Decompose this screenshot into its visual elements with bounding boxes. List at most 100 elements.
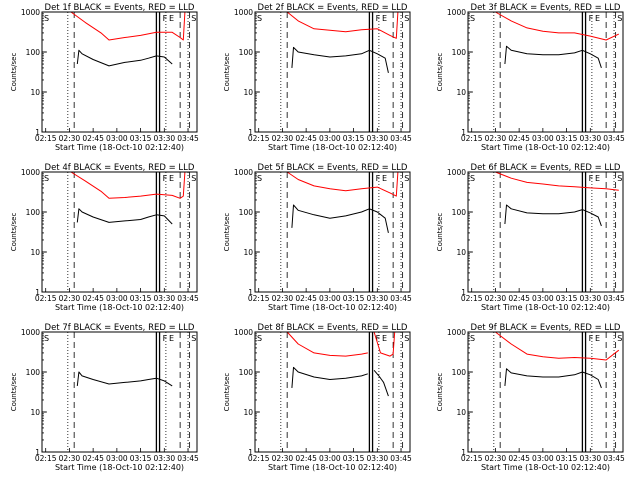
y-tick-label: 10 — [456, 408, 466, 417]
corner-label-1: S — [257, 14, 262, 23]
y-tick-label: 100 — [239, 368, 254, 377]
x-tick-label: 02:45 — [295, 454, 317, 463]
chart-title: Det 7f BLACK = Events, RED = LLD — [45, 323, 195, 333]
x-tick-label: 02:45 — [82, 134, 104, 143]
x-tick-label: 03:45 — [603, 454, 625, 463]
x-tick-label: 03:45 — [390, 454, 412, 463]
corner-label-1: S — [257, 334, 262, 343]
series-line-events-1 — [76, 371, 173, 387]
corner-label-4: S — [617, 334, 622, 343]
x-tick-label: 03:30 — [580, 134, 602, 143]
series-line-lld-1 — [286, 11, 399, 39]
y-tick-label: 10 — [30, 248, 40, 257]
chart-title: Det 8f BLACK = Events, RED = LLD — [258, 323, 408, 333]
x-tick-label: 02:15 — [248, 454, 270, 463]
corner-label-3: E — [595, 334, 600, 343]
x-tick-label: 02:45 — [82, 294, 104, 303]
x-tick-label: 03:15 — [343, 134, 365, 143]
y-tick-label: 1000 — [234, 168, 253, 177]
chart-title: Det 5f BLACK = Events, RED = LLD — [258, 163, 408, 173]
y-tick-label: 100 — [26, 208, 41, 217]
x-axis-label: Start Time (18-Oct-10 02:12:40) — [268, 463, 397, 472]
x-axis-label: Start Time (18-Oct-10 02:12:40) — [268, 143, 397, 152]
series-line-events-2 — [373, 369, 389, 397]
x-axis-label: Start Time (18-Oct-10 02:12:40) — [55, 463, 184, 472]
x-tick-label: 03:00 — [106, 294, 128, 303]
plot-frame — [467, 171, 624, 293]
y-tick-label: 100 — [26, 368, 41, 377]
x-tick-label: 03:00 — [106, 454, 128, 463]
x-tick-label: 03:00 — [319, 294, 341, 303]
x-tick-label: 02:30 — [59, 454, 81, 463]
corner-label-4: S — [404, 14, 409, 23]
x-tick-label: 03:30 — [580, 294, 602, 303]
x-tick-label: 02:45 — [82, 454, 104, 463]
x-tick-label: 02:30 — [272, 454, 294, 463]
y-tick-label: 1000 — [21, 168, 40, 177]
x-tick-label: 02:15 — [461, 134, 483, 143]
corner-label-3: E — [169, 14, 174, 23]
series-line-events-1 — [291, 204, 389, 234]
corner-label-1: S — [44, 174, 49, 183]
corner-label-2: F — [376, 14, 381, 23]
corner-label-1: S — [470, 334, 475, 343]
x-tick-label: 03:00 — [532, 454, 554, 463]
y-tick-label: 1000 — [234, 8, 253, 17]
y-tick-label: 100 — [452, 48, 467, 57]
y-tick-label: 1 — [248, 288, 253, 297]
x-tick-label: 02:45 — [508, 134, 530, 143]
x-tick-label: 02:30 — [59, 134, 81, 143]
series-line-lld-2 — [373, 331, 396, 357]
plot-frame — [254, 11, 411, 133]
y-tick-label: 10 — [243, 248, 253, 257]
y-tick-label: 100 — [239, 48, 254, 57]
y-tick-label: 1 — [248, 128, 253, 137]
x-axis-label: Start Time (18-Oct-10 02:12:40) — [55, 303, 184, 312]
y-tick-label: 100 — [452, 208, 467, 217]
x-tick-label: 03:15 — [130, 454, 152, 463]
corner-label-1: S — [470, 174, 475, 183]
x-tick-label: 03:45 — [177, 294, 199, 303]
x-tick-label: 02:30 — [272, 294, 294, 303]
series-line-lld-1 — [70, 11, 186, 41]
series-line-lld-1 — [495, 331, 620, 361]
x-tick-label: 03:30 — [154, 294, 176, 303]
x-tick-label: 03:45 — [603, 134, 625, 143]
corner-label-3: E — [595, 174, 600, 183]
series-line-events-1 — [76, 49, 173, 67]
corner-label-4: S — [191, 174, 196, 183]
series-line-lld-1 — [286, 171, 399, 197]
y-tick-label: 1 — [35, 448, 40, 457]
chart-title: Det 6f BLACK = Events, RED = LLD — [471, 163, 621, 173]
y-tick-label: 1 — [461, 128, 466, 137]
series-line-events-1 — [504, 368, 602, 389]
y-tick-label: 10 — [456, 248, 466, 257]
x-tick-label: 03:15 — [130, 134, 152, 143]
x-axis-label: Start Time (18-Oct-10 02:12:40) — [481, 303, 610, 312]
x-tick-label: 02:45 — [508, 454, 530, 463]
y-tick-label: 1000 — [21, 8, 40, 17]
corner-label-2: F — [589, 174, 594, 183]
y-tick-label: 1 — [35, 288, 40, 297]
x-tick-label: 03:45 — [177, 134, 199, 143]
series-line-events-1 — [504, 204, 602, 227]
x-tick-label: 03:30 — [367, 134, 389, 143]
y-axis-label: Counts/sec — [223, 53, 231, 92]
y-axis-label: Counts/sec — [436, 373, 444, 412]
x-tick-label: 02:15 — [461, 454, 483, 463]
plot-frame — [254, 331, 411, 453]
x-tick-label: 02:15 — [35, 134, 57, 143]
corner-label-4: S — [617, 174, 622, 183]
y-axis-label: Counts/sec — [10, 53, 18, 92]
x-tick-label: 03:00 — [106, 134, 128, 143]
series-line-events-1 — [291, 366, 368, 388]
x-tick-label: 03:15 — [343, 454, 365, 463]
plot-frame — [41, 11, 198, 133]
x-tick-label: 02:15 — [248, 294, 270, 303]
chart-title: Det 4f BLACK = Events, RED = LLD — [45, 163, 195, 173]
